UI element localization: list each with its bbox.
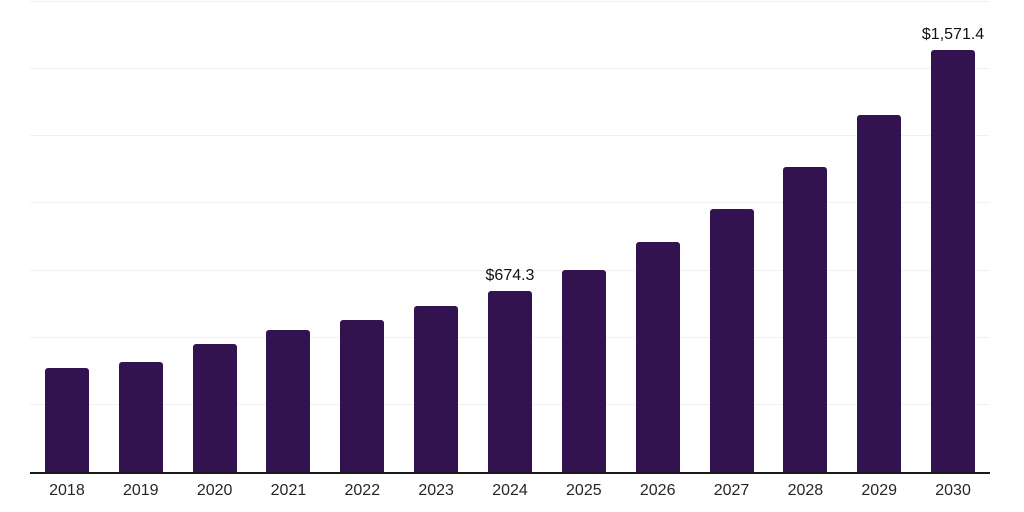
gridline-1500 bbox=[30, 68, 990, 70]
bar-column-2027 bbox=[695, 2, 769, 472]
gridline-750 bbox=[30, 269, 990, 271]
bar-2025 bbox=[561, 270, 606, 472]
x-tick-2018: 2018 bbox=[49, 482, 85, 499]
x-tick-2024: 2024 bbox=[492, 482, 528, 499]
bars: $674.3 $1,571.4 bbox=[30, 2, 990, 472]
bar-column-2024: $674.3 bbox=[473, 2, 547, 472]
bar-column-2020 bbox=[178, 2, 252, 472]
bar-column-2023 bbox=[399, 2, 473, 472]
bar-column-2030: $1,571.4 bbox=[916, 2, 990, 472]
bar-column-2025 bbox=[547, 2, 621, 472]
value-label-2030: $1,571.4 bbox=[921, 25, 985, 43]
bar-2029 bbox=[857, 114, 902, 472]
value-label-2024: $674.3 bbox=[485, 266, 535, 284]
x-tick-2025: 2025 bbox=[566, 482, 602, 499]
bar-2022 bbox=[340, 319, 385, 472]
bar-2021 bbox=[266, 329, 311, 472]
x-tick-2029: 2029 bbox=[861, 482, 897, 499]
bar-column-2026 bbox=[621, 2, 695, 472]
gridline-1250 bbox=[30, 135, 990, 137]
bar-column-2021 bbox=[252, 2, 326, 472]
x-tick-2022: 2022 bbox=[344, 482, 381, 499]
bar-2020 bbox=[192, 343, 237, 472]
bar-column-2029 bbox=[842, 2, 916, 472]
bar-2018 bbox=[44, 367, 89, 472]
x-tick-2026: 2026 bbox=[639, 482, 676, 499]
bar-2019 bbox=[118, 361, 163, 472]
x-tick-2019: 2019 bbox=[122, 482, 159, 499]
gridline-1000 bbox=[30, 202, 990, 204]
x-axis-labels: 2018 2019 2020 2021 2022 2023 2024 2025 2026 2027… bbox=[30, 482, 990, 500]
bar-column-2018 bbox=[30, 2, 104, 472]
bar-2027 bbox=[709, 208, 754, 472]
x-tick-2020: 2020 bbox=[196, 482, 233, 499]
x-tick-2021: 2021 bbox=[270, 482, 307, 499]
gridline-1750 bbox=[30, 1, 990, 2]
bar-2024 bbox=[487, 290, 532, 472]
bar-column-2019 bbox=[104, 2, 178, 472]
bar-2023 bbox=[414, 306, 459, 472]
x-axis-line bbox=[30, 472, 990, 474]
bar-2030 bbox=[931, 49, 976, 472]
bar-2028 bbox=[783, 167, 828, 472]
plot-area: $674.3 $1,571.4 bbox=[30, 1, 990, 474]
x-tick-2023: 2023 bbox=[418, 482, 454, 499]
x-tick-2028: 2028 bbox=[787, 482, 824, 499]
x-tick-2030: 2030 bbox=[935, 482, 971, 499]
x-tick-2027: 2027 bbox=[713, 482, 750, 499]
bar-2026 bbox=[635, 242, 680, 472]
bar-column-2022 bbox=[325, 2, 399, 472]
bar-column-2028 bbox=[768, 2, 842, 472]
